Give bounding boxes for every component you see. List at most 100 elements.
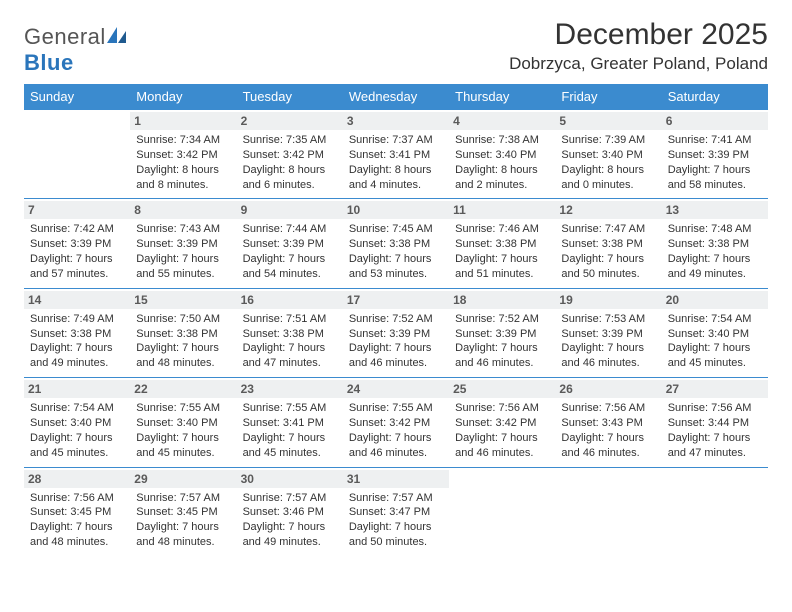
sunset-text: Sunset: 3:40 PM (455, 148, 549, 163)
calendar-cell (24, 110, 130, 199)
sunset-text: Sunset: 3:42 PM (136, 148, 230, 163)
daylight-text: Daylight: 7 hours and 58 minutes. (668, 163, 762, 193)
day-info: Sunrise: 7:49 AMSunset: 3:38 PMDaylight:… (30, 312, 124, 371)
sunset-text: Sunset: 3:42 PM (349, 416, 443, 431)
calendar-cell: 24Sunrise: 7:55 AMSunset: 3:42 PMDayligh… (343, 378, 449, 467)
day-info: Sunrise: 7:54 AMSunset: 3:40 PMDaylight:… (30, 401, 124, 460)
sunset-text: Sunset: 3:41 PM (349, 148, 443, 163)
day-number: 21 (24, 380, 130, 398)
day-cell: 5 Sunrise: 7:39 AMSunset: 3:40 PMDaylight… (555, 110, 661, 198)
day-info: Sunrise: 7:56 AMSunset: 3:42 PMDaylight:… (455, 401, 549, 460)
day-number: 6 (662, 112, 768, 130)
brand-logo: GeneralBlue (24, 18, 128, 76)
day-number: 19 (555, 291, 661, 309)
day-number: 14 (24, 291, 130, 309)
calendar-body: 1Sunrise: 7:34 AMSunset: 3:42 PMDaylight… (24, 110, 768, 556)
sunrise-text: Sunrise: 7:43 AM (136, 222, 230, 237)
day-number: 31 (343, 470, 449, 488)
calendar-cell: 5 Sunrise: 7:39 AMSunset: 3:40 PMDaylight… (555, 110, 661, 199)
daylight-text: Daylight: 7 hours and 46 minutes. (561, 431, 655, 461)
day-number: 5 (555, 112, 661, 130)
daylight-text: Daylight: 7 hours and 49 minutes. (30, 341, 124, 371)
calendar-cell: 26Sunrise: 7:56 AMSunset: 3:43 PMDayligh… (555, 378, 661, 467)
sunset-text: Sunset: 3:43 PM (561, 416, 655, 431)
calendar-cell: 2Sunrise: 7:35 AMSunset: 3:42 PMDaylight… (237, 110, 343, 199)
day-info: Sunrise: 7:39 AMSunset: 3:40 PMDaylight:… (561, 133, 655, 192)
day-number: 26 (555, 380, 661, 398)
day-number: 9 (237, 201, 343, 219)
day-info: Sunrise: 7:34 AMSunset: 3:42 PMDaylight:… (136, 133, 230, 192)
day-info: Sunrise: 7:44 AMSunset: 3:39 PMDaylight:… (243, 222, 337, 281)
daylight-text: Daylight: 7 hours and 45 minutes. (243, 431, 337, 461)
sunset-text: Sunset: 3:39 PM (30, 237, 124, 252)
sunrise-text: Sunrise: 7:51 AM (243, 312, 337, 327)
day-info: Sunrise: 7:57 AMSunset: 3:46 PMDaylight:… (243, 491, 337, 550)
sunrise-text: Sunrise: 7:52 AM (349, 312, 443, 327)
sunset-text: Sunset: 3:45 PM (30, 505, 124, 520)
weekday-header: Friday (555, 84, 661, 110)
day-info: Sunrise: 7:42 AMSunset: 3:39 PMDaylight:… (30, 222, 124, 281)
day-info: Sunrise: 7:54 AMSunset: 3:40 PMDaylight:… (668, 312, 762, 371)
sunset-text: Sunset: 3:38 PM (30, 327, 124, 342)
day-number: 12 (555, 201, 661, 219)
sunset-text: Sunset: 3:39 PM (136, 237, 230, 252)
daylight-text: Daylight: 7 hours and 46 minutes. (349, 431, 443, 461)
brand-name-part2: Blue (24, 50, 74, 75)
day-cell: 28Sunrise: 7:56 AMSunset: 3:45 PMDayligh… (24, 468, 130, 556)
daylight-text: Daylight: 7 hours and 45 minutes. (136, 431, 230, 461)
day-cell: 1Sunrise: 7:34 AMSunset: 3:42 PMDaylight… (130, 110, 236, 198)
sunrise-text: Sunrise: 7:55 AM (349, 401, 443, 416)
sunset-text: Sunset: 3:42 PM (243, 148, 337, 163)
day-number: 13 (662, 201, 768, 219)
daylight-text: Daylight: 7 hours and 46 minutes. (561, 341, 655, 371)
daylight-text: Daylight: 8 hours and 8 minutes. (136, 163, 230, 193)
calendar-cell: 11Sunrise: 7:46 AMSunset: 3:38 PMDayligh… (449, 199, 555, 288)
day-info: Sunrise: 7:47 AMSunset: 3:38 PMDaylight:… (561, 222, 655, 281)
sunset-text: Sunset: 3:41 PM (243, 416, 337, 431)
day-number: 22 (130, 380, 236, 398)
sunset-text: Sunset: 3:39 PM (455, 327, 549, 342)
sunrise-text: Sunrise: 7:42 AM (30, 222, 124, 237)
sunset-text: Sunset: 3:39 PM (561, 327, 655, 342)
sunrise-text: Sunrise: 7:39 AM (561, 133, 655, 148)
daylight-text: Daylight: 7 hours and 54 minutes. (243, 252, 337, 282)
daylight-text: Daylight: 7 hours and 47 minutes. (668, 431, 762, 461)
sunrise-text: Sunrise: 7:44 AM (243, 222, 337, 237)
day-number: 3 (343, 112, 449, 130)
sunrise-text: Sunrise: 7:35 AM (243, 133, 337, 148)
calendar-cell: 9 Sunrise: 7:44 AMSunset: 3:39 PMDaylight… (237, 199, 343, 288)
sunrise-text: Sunrise: 7:54 AM (668, 312, 762, 327)
weekday-header: Thursday (449, 84, 555, 110)
day-cell: 27Sunrise: 7:56 AMSunset: 3:44 PMDayligh… (662, 378, 768, 466)
calendar-cell: 12 Sunrise: 7:47 AMSunset: 3:38 PMDayligh… (555, 199, 661, 288)
day-number: 30 (237, 470, 343, 488)
day-number: 23 (237, 380, 343, 398)
day-number: 15 (130, 291, 236, 309)
day-number: 11 (449, 201, 555, 219)
sunrise-text: Sunrise: 7:54 AM (30, 401, 124, 416)
day-cell: 20Sunrise: 7:54 AMSunset: 3:40 PMDayligh… (662, 289, 768, 377)
day-info: Sunrise: 7:41 AMSunset: 3:39 PMDaylight:… (668, 133, 762, 192)
day-number: 28 (24, 470, 130, 488)
calendar-cell: 4Sunrise: 7:38 AMSunset: 3:40 PMDaylight… (449, 110, 555, 199)
day-cell: 9 Sunrise: 7:44 AMSunset: 3:39 PMDaylight… (237, 199, 343, 287)
calendar-cell: 16Sunrise: 7:51 AMSunset: 3:38 PMDayligh… (237, 288, 343, 377)
sunset-text: Sunset: 3:38 PM (455, 237, 549, 252)
day-number: 8 (130, 201, 236, 219)
sunset-text: Sunset: 3:44 PM (668, 416, 762, 431)
daylight-text: Daylight: 7 hours and 53 minutes. (349, 252, 443, 282)
daylight-text: Daylight: 7 hours and 46 minutes. (455, 341, 549, 371)
sunset-text: Sunset: 3:46 PM (243, 505, 337, 520)
sunset-text: Sunset: 3:45 PM (136, 505, 230, 520)
day-cell: 7Sunrise: 7:42 AMSunset: 3:39 PMDaylight… (24, 199, 130, 287)
daylight-text: Daylight: 7 hours and 55 minutes. (136, 252, 230, 282)
day-cell: 8 Sunrise: 7:43 AMSunset: 3:39 PMDaylight… (130, 199, 236, 287)
day-cell: 16Sunrise: 7:51 AMSunset: 3:38 PMDayligh… (237, 289, 343, 377)
calendar-cell: 22Sunrise: 7:55 AMSunset: 3:40 PMDayligh… (130, 378, 236, 467)
daylight-text: Daylight: 8 hours and 0 minutes. (561, 163, 655, 193)
day-cell: 3Sunrise: 7:37 AMSunset: 3:41 PMDaylight… (343, 110, 449, 198)
sunset-text: Sunset: 3:39 PM (668, 148, 762, 163)
calendar-cell: 3Sunrise: 7:37 AMSunset: 3:41 PMDaylight… (343, 110, 449, 199)
sunrise-text: Sunrise: 7:50 AM (136, 312, 230, 327)
daylight-text: Daylight: 7 hours and 57 minutes. (30, 252, 124, 282)
